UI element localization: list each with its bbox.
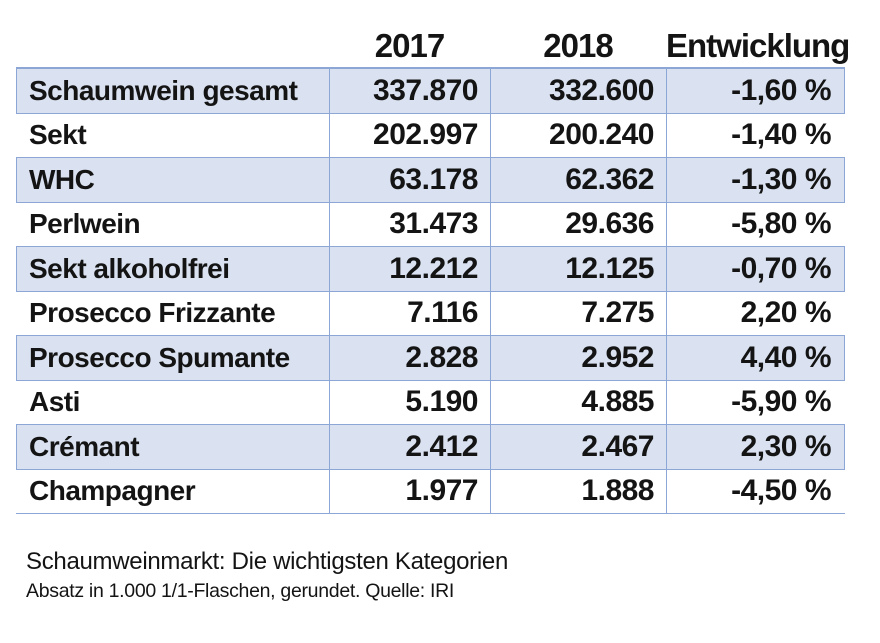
category-cell: Perlwein <box>29 208 141 240</box>
table-row: Schaumwein gesamt 337.870 332.600 -1,60 … <box>16 69 845 114</box>
value-2018-cell: 2.467 <box>490 425 666 469</box>
col-header-2017: 2017 <box>374 27 445 64</box>
value-2018-cell: 2.952 <box>490 336 666 380</box>
data-table: 2017 2018 Entwicklung Schaumwein gesamt … <box>16 0 851 514</box>
value-2018-cell: 200.240 <box>490 113 666 157</box>
value-2018-cell: 12.125 <box>490 247 666 291</box>
value-2018-cell: 7.275 <box>490 291 666 335</box>
development-cell: -1,30 % <box>666 158 845 202</box>
table-row: Sekt 202.997 200.240 -1,40 % <box>16 113 845 158</box>
development-cell: -1,40 % <box>666 113 845 157</box>
development-cell: -5,90 % <box>666 380 845 424</box>
category-cell: Sekt alkoholfrei <box>29 252 230 284</box>
caption-title: Schaumweinmarkt: Die wichtigsten Kategor… <box>26 548 508 575</box>
table-row: Sekt alkoholfrei 12.212 12.125 -0,70 % <box>16 247 845 292</box>
category-cell: WHC <box>29 163 95 195</box>
value-2017-cell: 31.473 <box>329 202 490 246</box>
development-cell: -4,50 % <box>666 469 845 513</box>
value-2017-cell: 2.412 <box>329 425 490 469</box>
development-cell: -5,80 % <box>666 202 845 246</box>
value-2017-cell: 202.997 <box>329 113 490 157</box>
development-cell: 2,30 % <box>666 425 845 469</box>
value-2018-cell: 29.636 <box>490 202 666 246</box>
table-row: Asti 5.190 4.885 -5,90 % <box>16 380 845 425</box>
table-row: WHC 63.178 62.362 -1,30 % <box>16 158 845 203</box>
table-header-row: 2017 2018 Entwicklung <box>16 0 851 67</box>
category-cell: Asti <box>29 386 80 418</box>
caption-source: Absatz in 1.000 1/1-Flaschen, gerundet. … <box>26 580 455 602</box>
development-cell: -1,60 % <box>666 69 845 113</box>
category-cell: Prosecco Spumante <box>29 341 290 373</box>
table-body: Schaumwein gesamt 337.870 332.600 -1,60 … <box>16 67 845 514</box>
value-2017-cell: 63.178 <box>329 158 490 202</box>
table-row: Perlwein 31.473 29.636 -5,80 % <box>16 202 845 247</box>
category-cell: Champagner <box>29 475 196 507</box>
table-row: Champagner 1.977 1.888 -4,50 % <box>16 469 845 514</box>
value-2018-cell: 4.885 <box>490 380 666 424</box>
table-row: Prosecco Spumante 2.828 2.952 4,40 % <box>16 336 845 381</box>
value-2017-cell: 12.212 <box>329 247 490 291</box>
category-cell: Schaumwein gesamt <box>29 74 298 106</box>
value-2017-cell: 337.870 <box>329 69 490 113</box>
col-header-entwicklung: Entwicklung <box>666 27 850 64</box>
value-2017-cell: 1.977 <box>329 469 490 513</box>
value-2018-cell: 332.600 <box>490 69 666 113</box>
table-row: Crémant 2.412 2.467 2,30 % <box>16 425 845 470</box>
category-cell: Prosecco Frizzante <box>29 297 276 329</box>
development-cell: -0,70 % <box>666 247 845 291</box>
figure-caption: Schaumweinmarkt: Die wichtigsten Kategor… <box>26 547 880 603</box>
value-2017-cell: 2.828 <box>329 336 490 380</box>
development-cell: 2,20 % <box>666 291 845 335</box>
table-row: Prosecco Frizzante 7.116 7.275 2,20 % <box>16 291 845 336</box>
category-cell: Sekt <box>29 119 87 151</box>
value-2018-cell: 1.888 <box>490 469 666 513</box>
development-cell: 4,40 % <box>666 336 845 380</box>
col-header-category <box>16 62 329 67</box>
category-cell: Crémant <box>29 430 140 462</box>
col-header-2018: 2018 <box>543 27 613 64</box>
value-2017-cell: 7.116 <box>329 291 490 335</box>
value-2018-cell: 62.362 <box>490 158 666 202</box>
value-2017-cell: 5.190 <box>329 380 490 424</box>
